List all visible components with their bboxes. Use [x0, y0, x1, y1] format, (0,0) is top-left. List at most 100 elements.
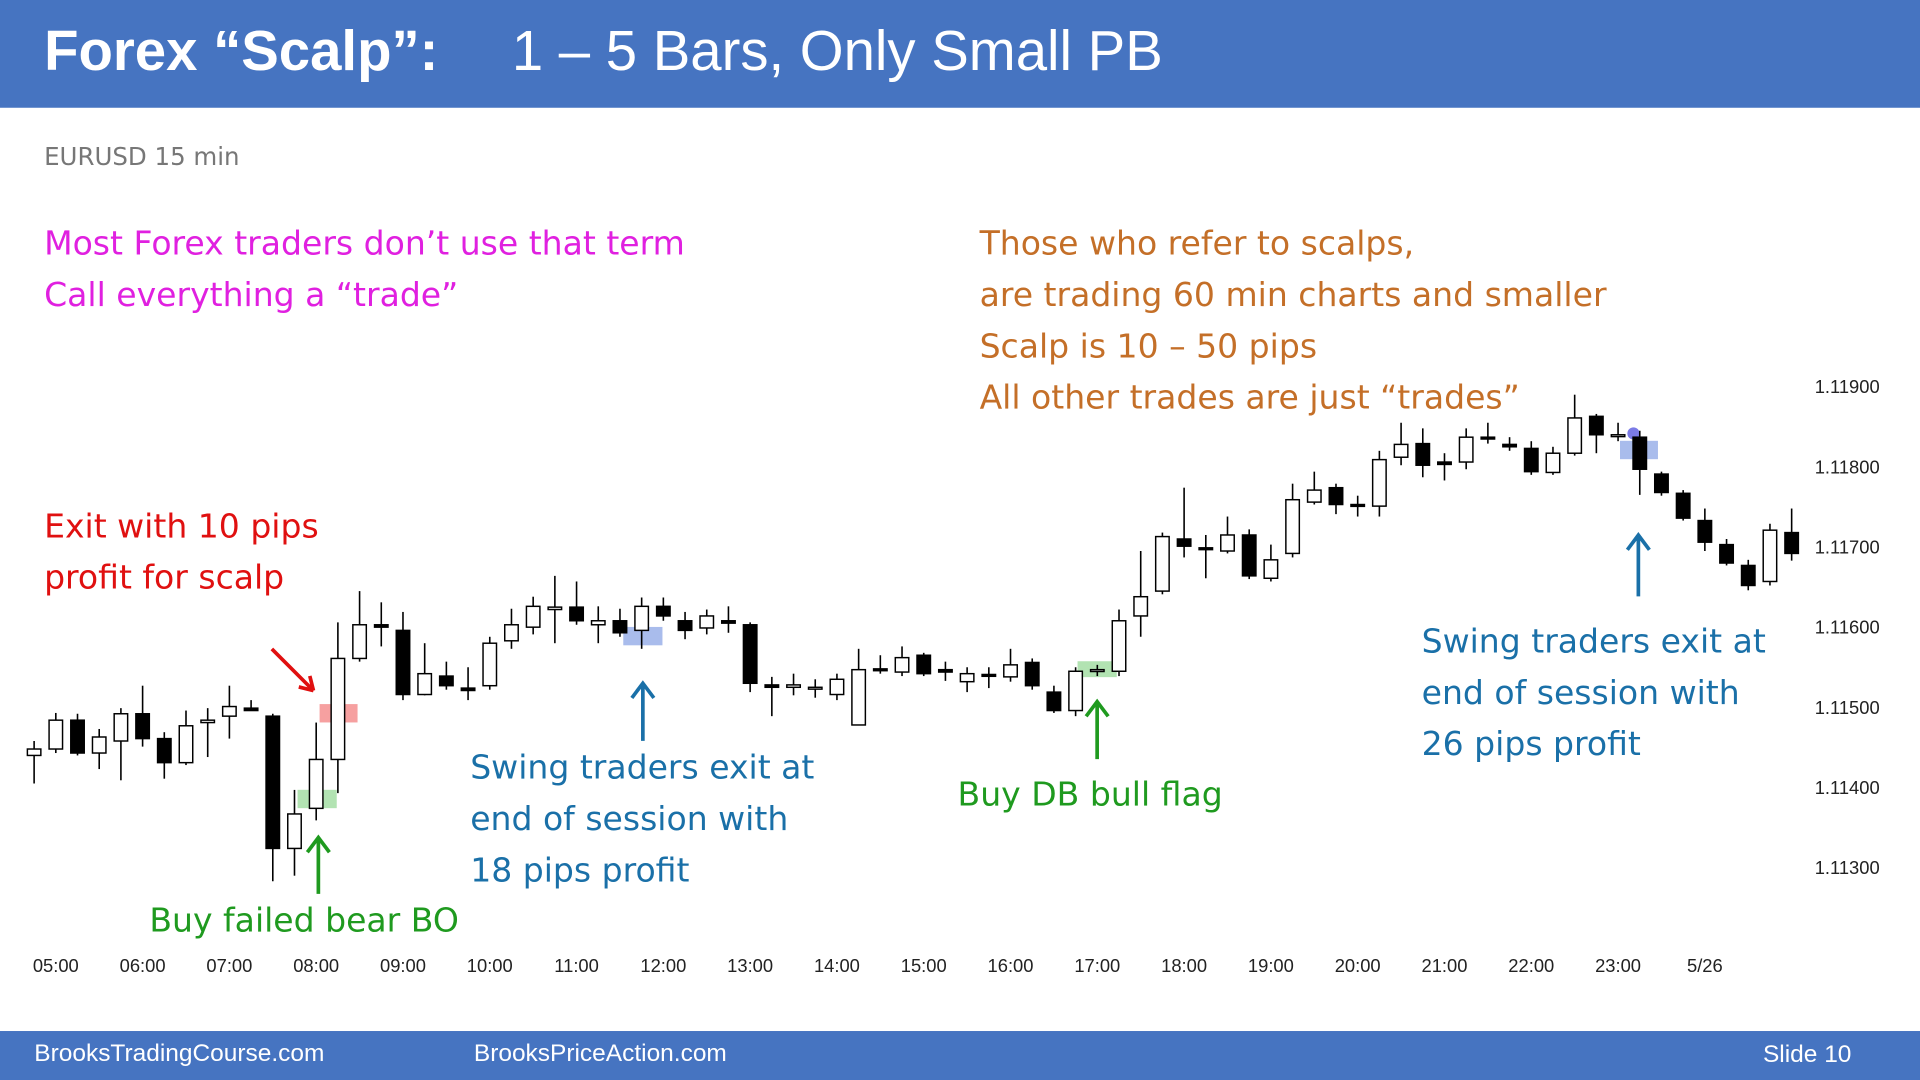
candle-body: [937, 668, 953, 673]
footer-right: Slide 10: [1763, 1041, 1851, 1068]
x-tick-label: 13:00: [727, 955, 773, 976]
candle-body: [113, 713, 129, 742]
candle-body: [1653, 473, 1669, 494]
candle-body: [1458, 436, 1474, 463]
candle-body: [1328, 486, 1344, 506]
y-tick-label: 1.11900: [1815, 376, 1880, 397]
candle-body: [829, 678, 845, 696]
candle-body: [1154, 535, 1170, 592]
candle-body: [1371, 458, 1387, 507]
candle-body: [1502, 443, 1518, 448]
annotation: Swing traders exit at: [1422, 621, 1766, 660]
candle-body: [221, 705, 237, 717]
candle-body: [742, 624, 758, 685]
footer-bar: [0, 1031, 1920, 1080]
candle-body: [504, 624, 519, 642]
candle-body: [1480, 436, 1496, 440]
candle-body: [1220, 534, 1235, 552]
candle-body: [482, 642, 498, 687]
y-tick-label: 1.11400: [1815, 777, 1880, 798]
x-tick-label: 05:00: [33, 955, 79, 976]
candle-body: [547, 606, 563, 611]
candle-body: [1176, 538, 1192, 547]
candle-body: [1068, 670, 1084, 712]
candle-body: [156, 737, 172, 764]
arrow: [1084, 698, 1110, 760]
x-tick-label: 09:00: [380, 955, 426, 976]
candle-body: [1393, 443, 1409, 458]
candle-body: [1697, 519, 1713, 543]
y-tick-label: 1.11700: [1815, 536, 1880, 557]
candle-body: [959, 672, 975, 683]
x-tick-label: 07:00: [206, 955, 252, 976]
footer-left: BrooksTradingCourse.com: [34, 1040, 324, 1067]
candle-body: [525, 605, 541, 628]
x-tick-label: 21:00: [1422, 955, 1468, 976]
candle-body: [1306, 489, 1322, 503]
x-tick-label: 14:00: [814, 955, 860, 976]
x-tick-label: 12:00: [640, 955, 686, 976]
footer-mid: BrooksPriceAction.com: [474, 1040, 727, 1067]
annotation: end of session with: [1422, 673, 1740, 712]
candle-body: [1133, 595, 1149, 617]
candle-body: [764, 684, 780, 689]
candle-body: [287, 813, 302, 850]
candle-body: [981, 673, 997, 678]
x-tick-label: 06:00: [120, 955, 166, 976]
annotation: 26 pips profit: [1422, 724, 1641, 763]
candle-body: [1046, 691, 1062, 712]
candle-body: [70, 719, 85, 754]
candle-body: [1241, 534, 1257, 577]
candle-body: [265, 715, 281, 850]
candle-body: [135, 713, 151, 740]
x-tick-label: 11:00: [554, 955, 599, 976]
candle-body: [1784, 531, 1800, 555]
candle-body: [91, 736, 107, 754]
candle-body: [1545, 452, 1561, 474]
candle-body: [243, 707, 259, 712]
candle-body: [569, 606, 585, 622]
candle-body: [1350, 503, 1366, 508]
candle-body: [1740, 564, 1756, 587]
subtitle: EURUSD 15 min: [44, 142, 239, 171]
candle-body: [417, 672, 433, 696]
candle-body: [178, 725, 194, 764]
header-bar: [0, 0, 1920, 108]
candle-body: [851, 668, 867, 726]
x-tick-label: 15:00: [901, 955, 947, 976]
candle-body: [807, 686, 823, 690]
annotation: profit for scalp: [44, 558, 284, 597]
candle-body: [1610, 434, 1626, 438]
arrows: [270, 532, 1651, 894]
x-tick-label: 20:00: [1335, 955, 1381, 976]
y-tick-label: 1.11300: [1815, 857, 1880, 878]
candle-body: [1588, 415, 1604, 436]
x-tick-label: 18:00: [1161, 955, 1207, 976]
annotation: 18 pips profit: [470, 850, 689, 889]
candle-body: [1024, 661, 1040, 687]
plot: 1.11300 1.11400 1.11500 1.11600 1.11700 1.118…: [26, 376, 1880, 976]
candle-body: [1003, 664, 1018, 678]
annotation: Exit with 10 pips: [44, 506, 319, 545]
candle-body: [1567, 417, 1583, 454]
title-bold: Forex “Scalp”:: [44, 19, 438, 82]
candle-body: [395, 629, 411, 696]
y-tick-label: 1.11500: [1815, 697, 1880, 718]
candle-body: [1415, 442, 1431, 466]
annotation: end of session with: [470, 799, 788, 838]
candle-body: [786, 684, 802, 689]
candle-body: [720, 620, 736, 624]
annotation: Scalp is 10 – 50 pips: [980, 326, 1317, 365]
candle-body: [48, 719, 64, 750]
candle-body: [655, 605, 671, 617]
y-tick-label: 1.11800: [1815, 456, 1880, 477]
arrow: [630, 680, 656, 741]
annotation: Swing traders exit at: [470, 747, 814, 786]
annotation: are trading 60 min charts and smaller: [980, 275, 1607, 314]
x-tick-label: 23:00: [1595, 955, 1641, 976]
candle-body: [1632, 436, 1648, 470]
annotation: Buy DB bull flag: [958, 774, 1223, 813]
annotation: Those who refer to scalps,: [979, 223, 1415, 262]
